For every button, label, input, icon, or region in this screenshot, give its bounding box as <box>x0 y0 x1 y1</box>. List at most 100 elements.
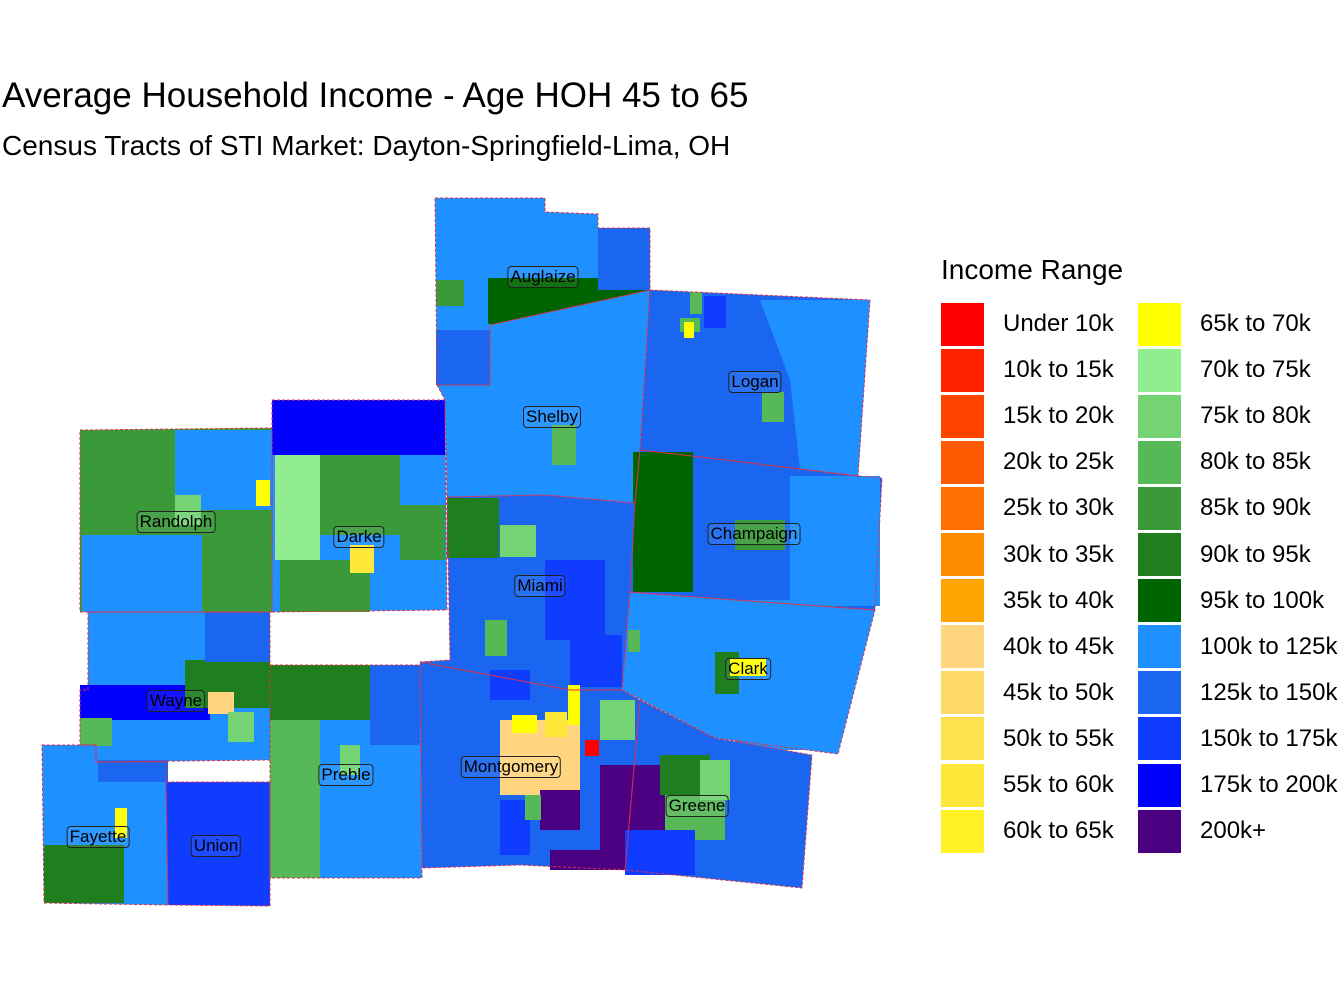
county-montgomery-border <box>419 661 641 871</box>
county-fayette-border <box>41 744 169 906</box>
legend-label: 55k to 60k <box>1003 771 1114 798</box>
legend-label: 15k to 20k <box>1003 402 1114 430</box>
legend-item: 85k to 90k <box>1138 485 1311 531</box>
legend-swatch <box>941 486 984 530</box>
county-label-champaign: Champaign <box>707 523 801 545</box>
tract <box>436 280 464 306</box>
tract <box>205 612 270 662</box>
legend-label: 40k to 45k <box>1003 632 1114 660</box>
tract <box>684 322 694 338</box>
tract <box>545 712 567 737</box>
tract <box>228 712 254 742</box>
tract <box>598 228 650 290</box>
county-label-logan: Logan <box>728 371 782 393</box>
county-label-darke: Darke <box>333 526 385 548</box>
legend-item: 35k to 40k <box>941 578 1114 624</box>
tract <box>540 790 580 830</box>
tract <box>704 296 726 328</box>
legend-item: 45k to 50k <box>941 670 1114 716</box>
tract <box>115 808 127 838</box>
legend-item: 90k to 95k <box>1138 532 1311 578</box>
legend-item: Under 10k <box>941 301 1114 347</box>
legend-item: 10k to 15k <box>941 347 1114 393</box>
legend-item: 125k to 150k <box>1138 670 1337 716</box>
tract <box>98 760 168 782</box>
legend-item: 80k to 85k <box>1138 439 1311 485</box>
tract <box>436 330 490 385</box>
tract <box>570 325 640 420</box>
legend-item: 200k+ <box>1138 808 1266 854</box>
legend-label: 10k to 15k <box>1003 356 1114 384</box>
tract <box>80 718 112 746</box>
legend-swatch <box>941 763 984 807</box>
legend-item: 25k to 30k <box>941 485 1114 531</box>
legend-item: 30k to 35k <box>941 532 1114 578</box>
tract <box>490 670 530 700</box>
county-union <box>166 782 270 906</box>
legend-label: 25k to 30k <box>1003 494 1114 522</box>
tract <box>568 685 580 725</box>
tract <box>600 700 635 740</box>
legend-label: 30k to 35k <box>1003 540 1114 568</box>
county-miami-border <box>419 494 636 691</box>
legend-label: 175k to 200k <box>1200 771 1338 798</box>
legend-label: 95k to 100k <box>1200 586 1325 614</box>
tract <box>730 658 766 676</box>
legend-label: 85k to 90k <box>1200 494 1311 522</box>
county-label-shelby: Shelby <box>523 406 581 428</box>
legend-swatch <box>941 625 984 669</box>
tract <box>735 520 785 550</box>
legend-item: 55k to 60k <box>941 762 1114 808</box>
legend-label: 20k to 25k <box>1003 448 1114 476</box>
tract <box>82 535 202 612</box>
legend-swatch <box>1138 348 1181 392</box>
county-greene-border <box>624 699 813 889</box>
legend-label: 150k to 175k <box>1200 724 1338 752</box>
legend-swatch <box>1138 440 1181 484</box>
legend-label: 125k to 150k <box>1200 678 1338 706</box>
legend-label: 35k to 40k <box>1003 586 1114 614</box>
tract <box>545 560 605 640</box>
tract <box>625 830 695 875</box>
legend-swatch <box>941 717 984 761</box>
tract <box>272 400 445 455</box>
legend-item: 175k to 200k <box>1138 762 1337 808</box>
legend-swatch <box>1138 717 1181 761</box>
county-darke-border <box>271 399 448 613</box>
county-label-preble: Preble <box>318 764 374 786</box>
county-label-fayette: Fayette <box>66 826 130 848</box>
legend-item: 70k to 75k <box>1138 347 1311 393</box>
legend-swatch <box>941 440 984 484</box>
legend-label: 50k to 55k <box>1003 724 1114 752</box>
legend-item: 95k to 100k <box>1138 578 1324 624</box>
legend-swatch <box>1138 579 1181 623</box>
county-clark-border <box>621 591 876 755</box>
legend-item: 75k to 80k <box>1138 393 1311 439</box>
legend-swatch <box>1138 394 1181 438</box>
legend-label: 65k to 70k <box>1200 310 1311 337</box>
legend-swatch <box>941 809 984 853</box>
legend-swatch <box>1138 486 1181 530</box>
tract <box>570 635 622 687</box>
tract <box>340 745 360 775</box>
legend-label: 70k to 75k <box>1200 356 1311 384</box>
tract <box>175 495 201 525</box>
county-label-miami: Miami <box>514 575 566 597</box>
tract <box>275 455 320 560</box>
legend-item: 20k to 25k <box>941 439 1114 485</box>
tract <box>350 545 374 573</box>
tract <box>760 300 870 476</box>
legend-label: 75k to 80k <box>1200 402 1311 430</box>
tract <box>500 525 536 557</box>
tract <box>690 292 702 314</box>
tract <box>700 760 730 800</box>
legend-item: 65k to 70k <box>1138 301 1311 347</box>
county-label-auglaize: Auglaize <box>507 266 579 288</box>
tract <box>485 620 507 656</box>
legend-swatch <box>941 579 984 623</box>
county-label-clark: Clark <box>725 658 771 680</box>
county-union-border <box>165 781 271 907</box>
legend-label: 60k to 65k <box>1003 817 1114 845</box>
legend-swatch <box>1138 625 1181 669</box>
legend-title: Income Range <box>941 254 1124 285</box>
